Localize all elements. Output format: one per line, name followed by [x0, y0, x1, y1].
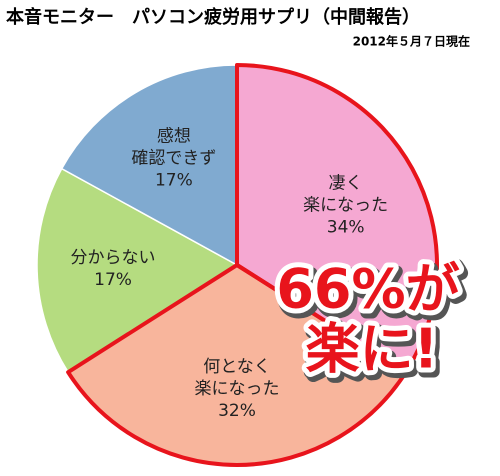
- annotation: 楽に!: [306, 318, 439, 381]
- slice-value-label: 17%: [155, 170, 193, 190]
- pie-slice: [36, 167, 239, 374]
- slice-label: 分からない: [71, 248, 156, 268]
- slice-value-label: 17%: [94, 270, 132, 290]
- svg-text:楽に!: 楽に!: [309, 322, 442, 385]
- slice-label: 何となく楽になった: [195, 357, 280, 399]
- chart-subtitle: 2012年５月７日現在: [353, 34, 470, 49]
- slice-value-label: 32%: [218, 401, 256, 421]
- svg-text:66%が: 66%が: [279, 262, 462, 325]
- pie-slice: [60, 64, 238, 267]
- slice-value-label: 34%: [327, 217, 365, 237]
- slice-label: 凄く楽になった: [303, 173, 388, 215]
- slice-highlight: [235, 63, 439, 375]
- slice-highlight: [66, 263, 408, 467]
- chart-title: 本音モニター パソコン疲労用サプリ（中間報告）: [6, 6, 420, 28]
- slice-label: 感想確認できず: [131, 126, 216, 168]
- annotation: 66%が: [276, 258, 459, 321]
